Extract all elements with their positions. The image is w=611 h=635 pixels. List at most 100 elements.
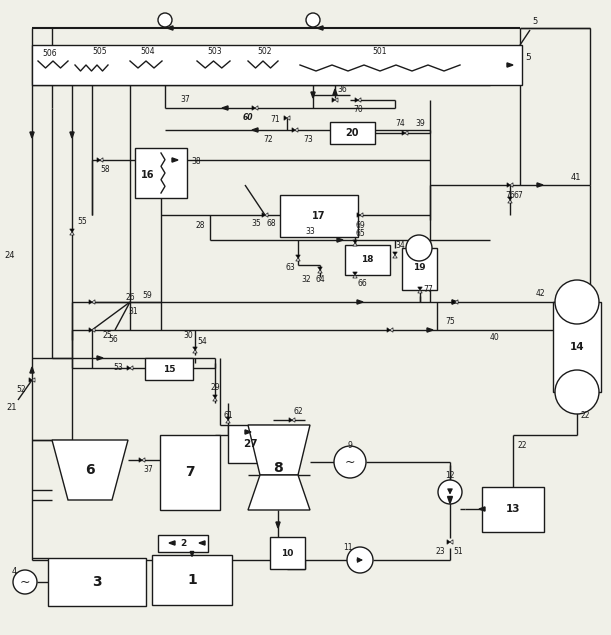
Text: 67: 67: [513, 190, 523, 199]
Polygon shape: [296, 255, 300, 258]
Polygon shape: [452, 300, 458, 304]
Polygon shape: [160, 435, 220, 510]
Polygon shape: [190, 552, 194, 556]
Text: 15: 15: [163, 364, 175, 373]
Polygon shape: [317, 26, 323, 30]
Polygon shape: [455, 300, 458, 304]
Polygon shape: [169, 541, 175, 545]
Text: 30: 30: [183, 330, 193, 340]
Polygon shape: [311, 92, 315, 98]
Text: 38: 38: [191, 157, 201, 166]
Polygon shape: [332, 98, 335, 102]
Text: 39: 39: [415, 119, 425, 128]
Text: 53: 53: [113, 363, 123, 373]
Polygon shape: [192, 350, 197, 353]
Polygon shape: [318, 270, 322, 273]
Text: 502: 502: [258, 46, 273, 55]
Text: 73: 73: [303, 135, 313, 145]
Polygon shape: [252, 128, 258, 132]
Circle shape: [438, 480, 462, 504]
Bar: [402, 248, 437, 290]
Text: 32: 32: [301, 276, 311, 284]
Text: 503: 503: [208, 46, 222, 55]
Bar: [228, 425, 273, 463]
Polygon shape: [333, 89, 337, 95]
Circle shape: [406, 235, 432, 261]
Text: 31: 31: [128, 307, 138, 316]
Polygon shape: [142, 458, 145, 462]
Polygon shape: [225, 420, 230, 423]
Text: 75: 75: [445, 316, 455, 326]
Polygon shape: [222, 106, 228, 110]
Text: 52: 52: [16, 385, 26, 394]
Text: 16: 16: [141, 170, 155, 180]
Polygon shape: [292, 418, 295, 422]
Bar: [145, 358, 193, 380]
Text: 71: 71: [270, 116, 280, 124]
Polygon shape: [353, 240, 357, 243]
Polygon shape: [287, 116, 290, 120]
Polygon shape: [225, 417, 230, 420]
Polygon shape: [70, 229, 75, 232]
Text: 8: 8: [273, 461, 283, 475]
Text: 69: 69: [355, 220, 365, 229]
Polygon shape: [353, 272, 357, 275]
Bar: [482, 487, 544, 532]
Polygon shape: [127, 366, 130, 370]
Polygon shape: [358, 98, 361, 102]
Polygon shape: [447, 497, 453, 504]
Text: 62: 62: [293, 408, 303, 417]
Text: 76: 76: [505, 190, 515, 199]
Text: 14: 14: [569, 342, 584, 352]
Text: 77: 77: [423, 286, 433, 295]
Polygon shape: [89, 328, 92, 332]
Polygon shape: [393, 252, 397, 255]
Text: 72: 72: [263, 135, 273, 145]
Polygon shape: [213, 398, 218, 401]
Polygon shape: [508, 200, 512, 203]
Polygon shape: [248, 475, 310, 510]
Text: 26: 26: [125, 293, 135, 302]
Text: 40: 40: [490, 333, 500, 342]
Text: 63: 63: [285, 264, 295, 272]
Circle shape: [347, 547, 373, 573]
Text: 29: 29: [210, 384, 220, 392]
Polygon shape: [355, 98, 358, 102]
Text: 1: 1: [187, 573, 197, 587]
Polygon shape: [139, 458, 142, 462]
Polygon shape: [167, 26, 173, 30]
Text: 501: 501: [373, 46, 387, 55]
Polygon shape: [537, 183, 543, 187]
Text: 41: 41: [571, 173, 581, 182]
Polygon shape: [318, 267, 322, 270]
Polygon shape: [296, 258, 300, 261]
Polygon shape: [447, 540, 450, 544]
Text: 2: 2: [180, 538, 186, 547]
Text: 65: 65: [355, 229, 365, 237]
Polygon shape: [450, 540, 453, 544]
Bar: [553, 302, 601, 392]
Polygon shape: [353, 243, 357, 246]
Text: 23: 23: [435, 547, 445, 556]
Polygon shape: [245, 430, 251, 434]
Circle shape: [13, 570, 37, 594]
Polygon shape: [265, 213, 268, 217]
Text: 22: 22: [518, 441, 527, 450]
Circle shape: [158, 13, 172, 27]
Text: 6: 6: [85, 463, 95, 477]
Polygon shape: [97, 356, 103, 360]
Polygon shape: [192, 347, 197, 350]
Text: 56: 56: [108, 335, 118, 345]
Circle shape: [555, 280, 599, 324]
Circle shape: [334, 446, 366, 478]
Text: 18: 18: [360, 255, 373, 265]
Text: 10: 10: [281, 549, 293, 558]
Bar: [158, 535, 208, 552]
Polygon shape: [92, 300, 95, 304]
Circle shape: [306, 13, 320, 27]
Polygon shape: [393, 255, 397, 258]
Text: 60: 60: [243, 114, 253, 123]
Polygon shape: [387, 328, 390, 332]
Text: 61: 61: [223, 410, 233, 420]
Polygon shape: [70, 132, 74, 138]
